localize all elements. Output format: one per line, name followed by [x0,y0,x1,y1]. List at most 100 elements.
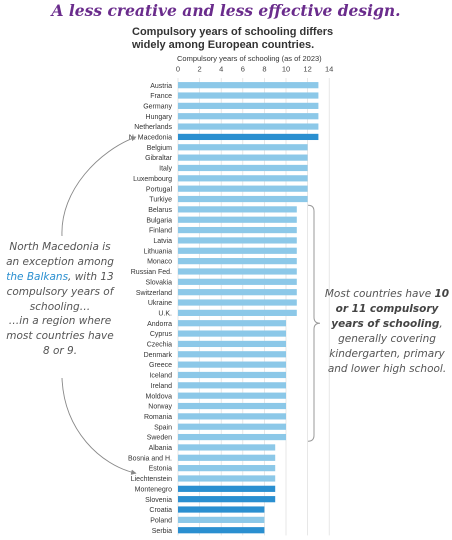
bar [178,164,308,172]
bar [178,144,308,151]
banner-title: A less creative and less effective desig… [51,1,401,20]
annotation-decorations [61,136,321,475]
category-label: Denmark [144,352,173,359]
x-tick-label: 6 [241,65,245,74]
bar [178,195,308,203]
x-tick-label: 12 [303,65,311,74]
category-label: Slovenia [145,497,172,504]
annotation-north-macedonia: North Macedonia is an exception among th… [6,241,114,313]
group-brace [307,204,321,442]
category-label: Norway [148,404,172,411]
annotation-balkans-region: …in a region where most countries have 8… [6,315,114,357]
category-label: Turkiye [149,197,172,204]
chart-title: Compulsory years of schooling differs wi… [132,26,334,51]
bar [178,247,297,254]
x-tick-labels: 0 2 4 6 8 10 12 14 [176,65,333,74]
bar [178,82,319,89]
category-label: France [150,93,172,100]
bar [178,392,286,399]
annotation-most-countries: Most countries have 10 or 11 compulsory … [324,288,450,375]
bar [178,175,308,182]
category-label: Monaco [147,259,172,266]
category-label: Bulgaria [146,217,172,224]
bar [178,206,297,213]
bar [178,371,286,379]
bar [178,402,286,410]
category-label: Austria [150,83,172,90]
bar [178,330,286,337]
category-label: Serbia [152,528,172,535]
x-tick-label: 2 [198,65,202,74]
category-label: Liechtenstein [131,476,172,483]
arrow-to-balkans [61,377,137,475]
x-axis-label: Compulsory years of schooling (as of 202… [177,54,322,63]
category-label: Belgium [147,145,172,152]
x-tick-label: 0 [176,65,180,74]
x-tick-label: 4 [219,65,223,74]
bar [178,340,286,348]
category-label: Slovakia [146,279,173,286]
category-label: Montenegro [135,486,172,493]
bar [178,382,286,389]
category-labels: Austria France Germany Hungary Netherlands N.… [128,83,173,535]
category-label: N. Macedonia [129,135,172,142]
category-label: Spain [154,424,172,431]
bar [178,113,319,120]
category-label: Ireland [151,383,173,390]
category-label: Belarus [148,207,172,214]
bar [178,289,297,296]
category-label: Finland [149,228,172,235]
category-label: Moldova [146,393,173,400]
category-label: Russian Fed. [131,269,172,276]
bar [178,433,286,441]
category-label: Cyprus [150,331,173,338]
bar [178,444,276,451]
bar [178,423,286,430]
category-label: Romania [144,414,172,421]
category-label: Estonia [149,466,172,473]
category-label: Hungary [146,114,173,121]
bar [178,485,276,492]
bar [178,413,286,420]
bar [178,309,297,316]
bar [178,278,297,285]
category-label: Portugal [146,186,173,193]
category-label: Netherlands [134,124,172,131]
bar [178,154,308,161]
category-label: Czechia [147,342,172,349]
x-tick-label: 8 [262,65,266,74]
category-label: Bosnia and H. [128,455,172,462]
bar [178,185,308,192]
bar [178,258,297,265]
category-label: Greece [149,362,172,369]
bar [178,102,319,109]
bar [178,475,276,482]
category-label: U.K. [158,310,172,317]
bars [178,82,319,534]
bar [178,516,265,523]
bar [178,268,297,275]
bar [178,496,276,503]
category-label: Ukraine [148,300,172,307]
category-label: Poland [150,517,172,524]
arrow-to-north-macedonia [61,136,137,237]
bar [178,226,297,234]
category-label: Latvia [153,238,172,245]
bar [178,351,286,358]
bar [178,92,319,99]
bar [178,527,265,534]
category-label: Lithuania [144,248,173,255]
bar [178,123,319,130]
category-label: Andorra [147,321,172,328]
bar [178,465,276,472]
category-label: Albania [149,445,172,452]
bar [178,237,297,244]
category-label: Gibraltar [145,155,173,162]
category-label: Luxembourg [133,176,172,183]
category-label: Italy [159,166,172,173]
category-label: Sweden [147,435,172,442]
category-label: Switzerland [136,290,172,297]
bar [178,506,265,513]
bar [178,133,319,141]
